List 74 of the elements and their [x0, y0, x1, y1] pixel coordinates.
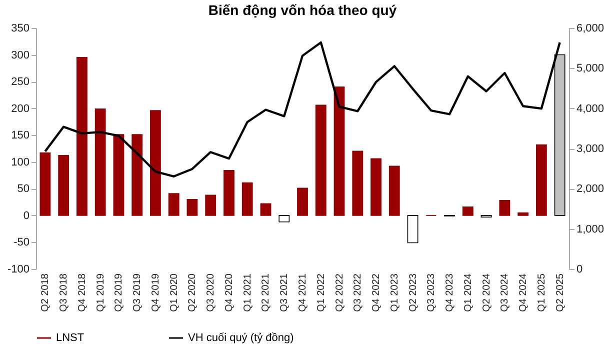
- bar: [388, 166, 400, 216]
- x-tick-label: Q4 2023: [444, 273, 456, 312]
- legend-label: VH cuối quý (tỷ đồng): [188, 332, 294, 344]
- bar: [352, 150, 364, 216]
- bar: [462, 206, 474, 216]
- y2-tick-label: 1,000: [576, 223, 604, 236]
- x-tick-label: Q3 2019: [132, 273, 144, 312]
- y2-tick-label: 0: [576, 264, 583, 276]
- x-tick-label: Q2 2025: [554, 273, 566, 312]
- bar: [224, 170, 234, 216]
- bar: [205, 194, 216, 216]
- x-tick-label: Q1 2022: [316, 273, 327, 312]
- x-tick-label: Q3 2021: [279, 273, 290, 312]
- y2-tick-label: 4,000: [576, 102, 604, 115]
- y-tick-label: 200: [11, 102, 30, 115]
- bar: [370, 158, 382, 216]
- x-tick-label: Q4 2024: [518, 273, 530, 312]
- x-tick-label: Q4 2022: [371, 273, 382, 312]
- bar: [315, 104, 326, 216]
- y-tick-label: -100: [7, 264, 30, 276]
- x-tick-label: Q1 2021: [242, 273, 254, 312]
- x-tick-label: Q2 2024: [481, 273, 492, 312]
- bar: [242, 182, 253, 216]
- x-tick-label: Q2 2019: [114, 273, 125, 312]
- bar: [113, 134, 124, 216]
- y-tick-label: 50: [17, 183, 30, 196]
- bar: [76, 57, 88, 216]
- x-tick-label: Q3 2023: [426, 273, 438, 312]
- x-tick-label: Q2 2023: [408, 273, 419, 312]
- bar: [186, 198, 198, 216]
- bar: [536, 144, 547, 216]
- bar: [499, 200, 510, 216]
- bar: [150, 110, 161, 216]
- bar: [297, 188, 308, 216]
- bar: [40, 152, 51, 216]
- y2-tick-label: 2,000: [576, 183, 604, 196]
- bar: [518, 212, 529, 216]
- y2-tick-label: 5,000: [576, 62, 604, 75]
- y2-tick-label: 3,000: [576, 143, 604, 155]
- x-tick-label: Q1 2024: [462, 273, 474, 312]
- x-tick-label: Q2 2022: [334, 273, 346, 312]
- x-tick-label: Q3 2024: [500, 273, 511, 312]
- y2-tick-label: 6,000: [576, 22, 604, 34]
- x-tick-label: Q3 2022: [352, 273, 364, 312]
- y-tick-label: 300: [11, 49, 30, 62]
- x-tick-label: Q4 2018: [76, 273, 88, 312]
- bar: [168, 193, 180, 216]
- chart-title: Biến động vốn hóa theo quý: [208, 2, 397, 18]
- x-tick-label: Q1 2019: [95, 273, 106, 312]
- bar: [132, 134, 143, 216]
- x-tick-label: Q2 2020: [187, 273, 198, 312]
- y-tick-label: 150: [11, 130, 30, 142]
- bar: [334, 86, 345, 216]
- x-tick-label: Q3 2018: [58, 273, 70, 312]
- x-tick-label: Q1 2020: [168, 273, 180, 312]
- x-tick-label: Q1 2023: [389, 273, 400, 312]
- bar: [407, 215, 418, 244]
- x-tick-label: Q1 2025: [536, 273, 548, 312]
- y-tick-label: 100: [11, 156, 30, 168]
- x-tick-label: Q4 2019: [150, 273, 162, 312]
- y-tick-label: 350: [11, 22, 30, 34]
- y-tick-label: 0: [23, 210, 30, 222]
- bar: [260, 203, 272, 216]
- x-tick-label: Q4 2021: [298, 273, 308, 312]
- y-tick-label: -50: [14, 236, 30, 249]
- bar: [278, 215, 290, 222]
- x-tick-label: Q4 2020: [224, 273, 235, 312]
- x-tick-label: Q2 2018: [40, 273, 52, 312]
- x-tick-label: Q2 2021: [260, 273, 272, 312]
- x-tick-label: Q3 2020: [206, 273, 217, 312]
- bar: [94, 108, 106, 216]
- legend-label: LNST: [56, 332, 84, 344]
- y-tick-label: 250: [11, 76, 30, 88]
- bar: [58, 155, 70, 216]
